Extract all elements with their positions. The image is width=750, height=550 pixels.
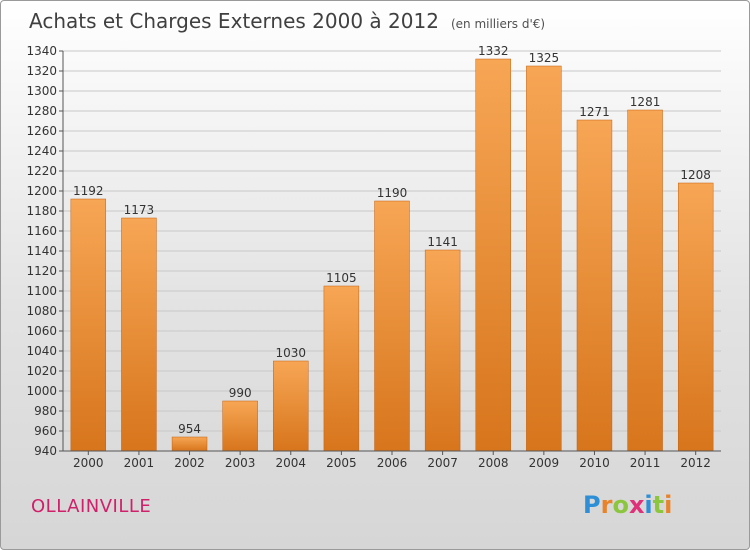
y-tick-label: 1200 — [26, 184, 57, 198]
logo-letter: i — [644, 491, 653, 519]
y-tick-label: 1000 — [26, 384, 57, 398]
bar-2011 — [627, 109, 663, 452]
y-tick-label: 960 — [34, 424, 57, 438]
chart-unit: (en milliers d'€) — [450, 17, 546, 31]
proxiti-logo: Proxiti — [583, 491, 672, 519]
logo-letter: o — [612, 491, 629, 519]
x-tick-label: 2004 — [275, 456, 306, 470]
logo-letter: r — [600, 491, 613, 519]
y-tick-label: 1020 — [26, 364, 57, 378]
y-axis-ticks: 940 960 980 1000 1020 1040 1060 1080 1100 1120 114… — [26, 44, 63, 458]
y-tick-label: 1260 — [26, 124, 57, 138]
bar-2005 — [323, 285, 360, 452]
bar-2000 — [70, 198, 107, 452]
value-label: 1173 — [124, 203, 155, 217]
y-tick-label: 1160 — [26, 224, 57, 238]
bar-2009 — [526, 65, 562, 452]
value-label: 1325 — [529, 51, 560, 65]
value-label: 1141 — [427, 235, 458, 249]
value-label: 1281 — [630, 95, 661, 109]
value-label: 954 — [178, 422, 201, 436]
bar-2008 — [475, 58, 511, 452]
y-tick-label: 1300 — [26, 84, 57, 98]
value-label: 1192 — [73, 184, 104, 198]
y-tick-label: 940 — [34, 444, 57, 458]
chart-title: Achats et Charges Externes 2000 à 2012 (e… — [29, 9, 545, 33]
chart-title-text: Achats et Charges Externes 2000 à 2012 — [29, 9, 439, 33]
value-label: 1105 — [326, 271, 357, 285]
x-tick-label: 2012 — [680, 456, 711, 470]
bar-2003 — [222, 400, 258, 452]
bar-2010 — [576, 119, 613, 452]
value-label: 1030 — [275, 346, 306, 360]
x-tick-label: 2003 — [225, 456, 256, 470]
bars — [70, 58, 714, 452]
bar-2004 — [273, 360, 309, 452]
value-label: 1208 — [680, 168, 711, 182]
x-tick-label: 2006 — [377, 456, 408, 470]
x-tick-label: 2010 — [579, 456, 610, 470]
bar-2001 — [121, 217, 157, 452]
x-tick-label: 2007 — [427, 456, 458, 470]
logo-letter: x — [628, 491, 645, 519]
logo-letter: t — [652, 491, 665, 519]
bar-2006 — [374, 200, 410, 452]
y-tick-label: 1080 — [26, 304, 57, 318]
y-tick-label: 1140 — [26, 244, 57, 258]
commune-name: OLLAINVILLE — [31, 496, 152, 517]
x-tick-label: 2005 — [326, 456, 357, 470]
logo-letter: i — [664, 491, 673, 519]
x-tick-label: 2002 — [174, 456, 205, 470]
x-axis-ticks: 2000 2001 2002 2003 2004 2005 2006 2007 2008 2009… — [73, 451, 711, 470]
y-tick-label: 1100 — [26, 284, 57, 298]
value-label: 1190 — [377, 186, 408, 200]
y-tick-label: 1320 — [26, 64, 57, 78]
y-tick-label: 980 — [34, 404, 57, 418]
value-label: 990 — [229, 386, 252, 400]
x-tick-label: 2009 — [529, 456, 560, 470]
y-tick-label: 1240 — [26, 144, 57, 158]
y-tick-label: 1040 — [26, 344, 57, 358]
value-labels: 1192 1173 954 990 1030 1105 1190 1141 1332 1325 12… — [73, 44, 711, 436]
bar-2012 — [677, 182, 714, 452]
y-tick-label: 1180 — [26, 204, 57, 218]
x-tick-label: 2001 — [124, 456, 155, 470]
y-tick-label: 1220 — [26, 164, 57, 178]
y-tick-label: 1340 — [26, 44, 57, 58]
y-tick-label: 1120 — [26, 264, 57, 278]
x-tick-label: 2008 — [478, 456, 509, 470]
value-label: 1271 — [579, 105, 610, 119]
bar-2002 — [171, 436, 208, 452]
y-tick-label: 1280 — [26, 104, 57, 118]
x-tick-label: 2000 — [73, 456, 104, 470]
bar-2007 — [424, 249, 461, 452]
y-tick-label: 1060 — [26, 324, 57, 338]
value-label: 1332 — [478, 44, 509, 58]
x-tick-label: 2011 — [630, 456, 661, 470]
logo-letter: P — [583, 491, 601, 519]
